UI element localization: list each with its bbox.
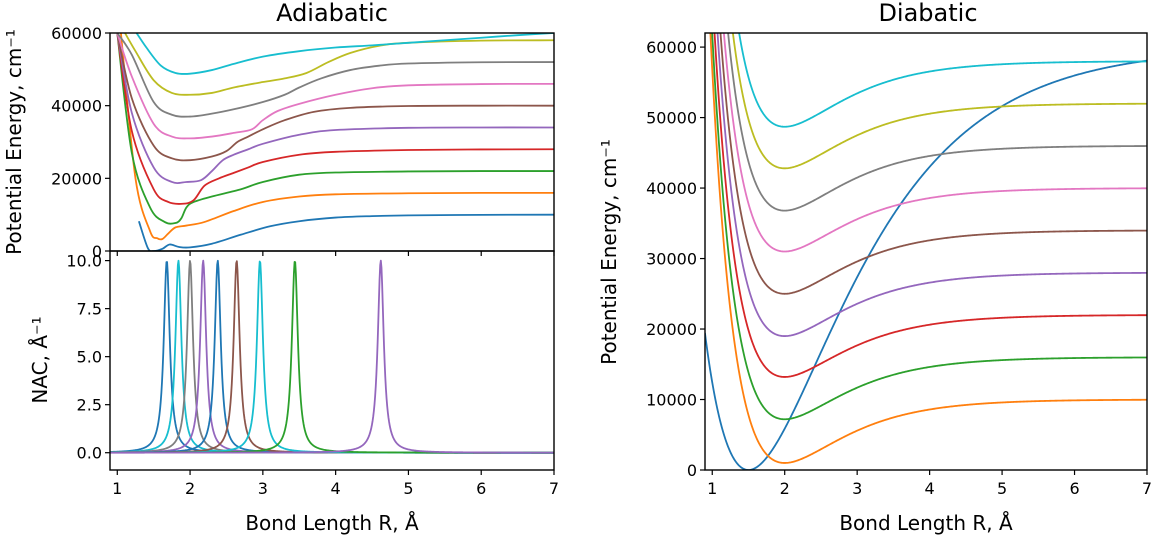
nac-peak-9 xyxy=(110,259,554,454)
y-tick-label: 0 xyxy=(92,242,102,261)
y-tick-label: 50000 xyxy=(646,109,697,128)
diabatic-curves xyxy=(705,33,1147,470)
y-tick-label: 60000 xyxy=(646,38,697,57)
diabatic-y-label: Potential Energy, cm⁻¹ xyxy=(597,139,621,365)
adiabatic-y-ticks: 0 20000 40000 60000 xyxy=(51,24,555,261)
adiabatic-title: Adiabatic xyxy=(276,0,388,27)
y-tick-label: 0.0 xyxy=(77,444,102,463)
x-tick-label: 5 xyxy=(403,479,413,498)
x-tick-label: 3 xyxy=(852,479,862,498)
adiabatic-series-5 xyxy=(116,33,554,185)
diabatic-series-4 xyxy=(713,33,1147,378)
y-tick-label: 2.5 xyxy=(77,396,102,415)
y-tick-label: 0 xyxy=(687,461,697,480)
adiabatic-series-10 xyxy=(135,33,554,75)
y-tick-label: 10000 xyxy=(646,391,697,410)
diabatic-series-3 xyxy=(711,33,1147,421)
adiabatic-series-4 xyxy=(116,33,554,205)
diabatic-series-2 xyxy=(709,33,1147,464)
nac-y-label: NAC, Å⁻¹ xyxy=(28,316,52,403)
diabatic-series-8 xyxy=(727,33,1147,212)
adiabatic-curves xyxy=(116,33,554,251)
adiabatic-series-6 xyxy=(116,33,554,162)
diabatic-series-9 xyxy=(731,33,1147,170)
x-tick-label: 1 xyxy=(707,479,717,498)
nac-x-ticks: 1 2 3 4 5 6 7 xyxy=(112,470,559,498)
x-tick-label: 7 xyxy=(549,479,559,498)
adiabatic-series-1 xyxy=(138,213,554,251)
nac-x-label: Bond Length R, Å xyxy=(245,511,419,535)
y-tick-label: 7.5 xyxy=(77,300,102,319)
y-tick-label: 30000 xyxy=(646,250,697,269)
x-tick-label: 2 xyxy=(185,479,195,498)
diabatic-series-1 xyxy=(705,59,1147,470)
diabatic-x-ticks: 1 2 3 4 5 6 7 xyxy=(707,470,1152,498)
y-tick-label: 20000 xyxy=(646,320,697,339)
diabatic-y-ticks: 0 10000 20000 30000 40000 50000 60000 xyxy=(646,38,705,480)
diabatic-x-label: Bond Length R, Å xyxy=(839,511,1013,535)
diabatic-series-10 xyxy=(738,33,1147,128)
y-tick-label: 20000 xyxy=(51,169,102,188)
adiabatic-series-8 xyxy=(116,33,554,118)
nac-y-ticks: 0.0 2.5 5.0 7.5 10.0 xyxy=(66,252,110,463)
diabatic-series-7 xyxy=(722,33,1147,253)
diabatic-title: Diabatic xyxy=(878,0,977,27)
y-tick-label: 10.0 xyxy=(66,252,102,271)
nac-panel: 0.0 2.5 5.0 7.5 10.0 1 2 3 4 5 6 7 Bond Length R, … xyxy=(28,250,559,535)
diabatic-panel: Diabatic 0 10000 20000 30000 40000 50000 60000… xyxy=(597,0,1152,535)
diabatic-series-6 xyxy=(719,33,1147,295)
x-tick-label: 6 xyxy=(1069,479,1079,498)
x-tick-label: 4 xyxy=(331,479,341,498)
x-tick-label: 5 xyxy=(997,479,1007,498)
adiabatic-y-label: Potential Energy, cm⁻¹ xyxy=(2,29,26,255)
x-tick-label: 3 xyxy=(258,479,268,498)
x-tick-label: 7 xyxy=(1142,479,1152,498)
y-tick-label: 60000 xyxy=(51,24,102,43)
y-tick-label: 5.0 xyxy=(77,348,102,367)
adiabatic-series-3 xyxy=(116,33,554,225)
adiabatic-series-2 xyxy=(120,33,554,241)
diabatic-series-5 xyxy=(716,33,1147,337)
y-tick-label: 40000 xyxy=(51,97,102,116)
nac-peak-2 xyxy=(110,259,554,454)
adiabatic-series-7 xyxy=(116,33,554,140)
x-tick-label: 1 xyxy=(112,479,122,498)
y-tick-label: 40000 xyxy=(646,179,697,198)
x-tick-label: 2 xyxy=(780,479,790,498)
x-tick-label: 6 xyxy=(476,479,486,498)
x-tick-label: 4 xyxy=(925,479,935,498)
nac-axes-frame xyxy=(109,250,555,471)
adiabatic-energy-panel: Adiabatic 0 20000 40000 60000 xyxy=(51,0,555,261)
nac-curves xyxy=(110,259,554,454)
diabatic-axes-frame xyxy=(704,32,1148,471)
